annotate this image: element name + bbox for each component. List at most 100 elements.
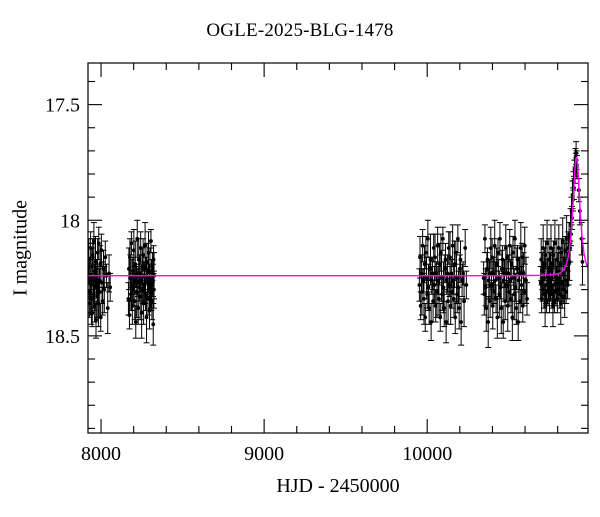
data-point [446, 246, 451, 250]
data-point [98, 262, 103, 267]
data-point [565, 283, 570, 287]
data-point [127, 266, 131, 271]
data-point [488, 246, 493, 250]
data-point [96, 241, 101, 246]
data-point [105, 306, 110, 311]
data-point [552, 241, 557, 246]
data-point [135, 280, 140, 285]
data-point [444, 320, 449, 324]
data-point [548, 269, 552, 274]
data-point [94, 278, 99, 283]
data-point [490, 303, 495, 308]
data-point [565, 266, 570, 271]
data-point [95, 250, 100, 255]
data-point [441, 285, 446, 290]
data-point [524, 278, 528, 283]
data-point [547, 257, 551, 262]
data-point [130, 269, 135, 274]
data-point [496, 250, 500, 255]
data-point [447, 283, 452, 287]
data-point [545, 241, 549, 246]
data-point [495, 315, 500, 320]
data-point [136, 306, 141, 311]
data-point [516, 320, 521, 324]
data-point [552, 299, 557, 304]
data-point [128, 276, 133, 280]
data-point [88, 301, 92, 306]
data-point [550, 292, 554, 297]
data-point [551, 253, 556, 257]
data-point [496, 276, 501, 280]
data-point [88, 257, 91, 262]
x-tick-label: 8000 [81, 443, 121, 465]
data-point [551, 303, 555, 308]
data-point [464, 283, 469, 287]
data-point [130, 303, 135, 308]
data-point [462, 299, 466, 304]
data-point [516, 278, 521, 283]
data-point [138, 246, 143, 250]
data-point [455, 236, 460, 241]
data-point [520, 255, 525, 260]
data-point [547, 296, 552, 301]
data-point [450, 290, 454, 294]
data-point [426, 285, 431, 290]
data-point [89, 283, 93, 287]
data-point [511, 250, 515, 255]
data-point [138, 294, 143, 299]
data-point [511, 276, 516, 280]
data-point [492, 290, 496, 294]
data-point [148, 269, 152, 274]
data-point [139, 278, 144, 283]
data-point [561, 287, 566, 292]
data-point [457, 266, 462, 271]
data-point [503, 246, 508, 250]
data-point [437, 296, 441, 301]
data-point [515, 257, 520, 262]
data-point [443, 257, 448, 262]
data-point [440, 236, 445, 241]
data-point [151, 257, 156, 262]
data-point [483, 236, 487, 241]
y-axis-label: I magnitude [9, 199, 32, 297]
data-point [436, 278, 441, 283]
data-point [132, 278, 137, 283]
data-point [555, 269, 560, 274]
data-point [484, 266, 489, 271]
data-point [540, 287, 545, 292]
data-point [150, 264, 155, 269]
data-point [128, 292, 133, 297]
data-point [509, 262, 514, 267]
data-point [129, 241, 134, 246]
data-point [427, 266, 432, 271]
data-point [448, 303, 453, 308]
data-point [425, 236, 430, 241]
data-point [149, 283, 154, 287]
data-point [499, 266, 504, 271]
data-point [435, 290, 439, 294]
data-point [501, 278, 506, 283]
data-point [428, 257, 433, 262]
data-point [423, 315, 428, 320]
data-point [544, 283, 548, 287]
y-tick-label: 18 [60, 210, 80, 232]
data-point [91, 292, 96, 297]
data-point [521, 271, 526, 276]
data-point [561, 271, 566, 276]
data-point [90, 253, 95, 257]
data-point [555, 296, 560, 301]
tick-marks-layer [88, 63, 588, 433]
data-point [89, 296, 94, 301]
data-point [100, 280, 104, 285]
data-point [494, 296, 498, 301]
data-point [431, 299, 435, 304]
data-point [460, 278, 465, 283]
data-point [494, 262, 499, 267]
data-point [144, 266, 148, 271]
data-point [94, 317, 98, 322]
data-point [546, 290, 550, 294]
data-point [458, 257, 463, 262]
data-point [502, 271, 507, 276]
data-point [434, 271, 439, 276]
data-point [491, 271, 496, 276]
